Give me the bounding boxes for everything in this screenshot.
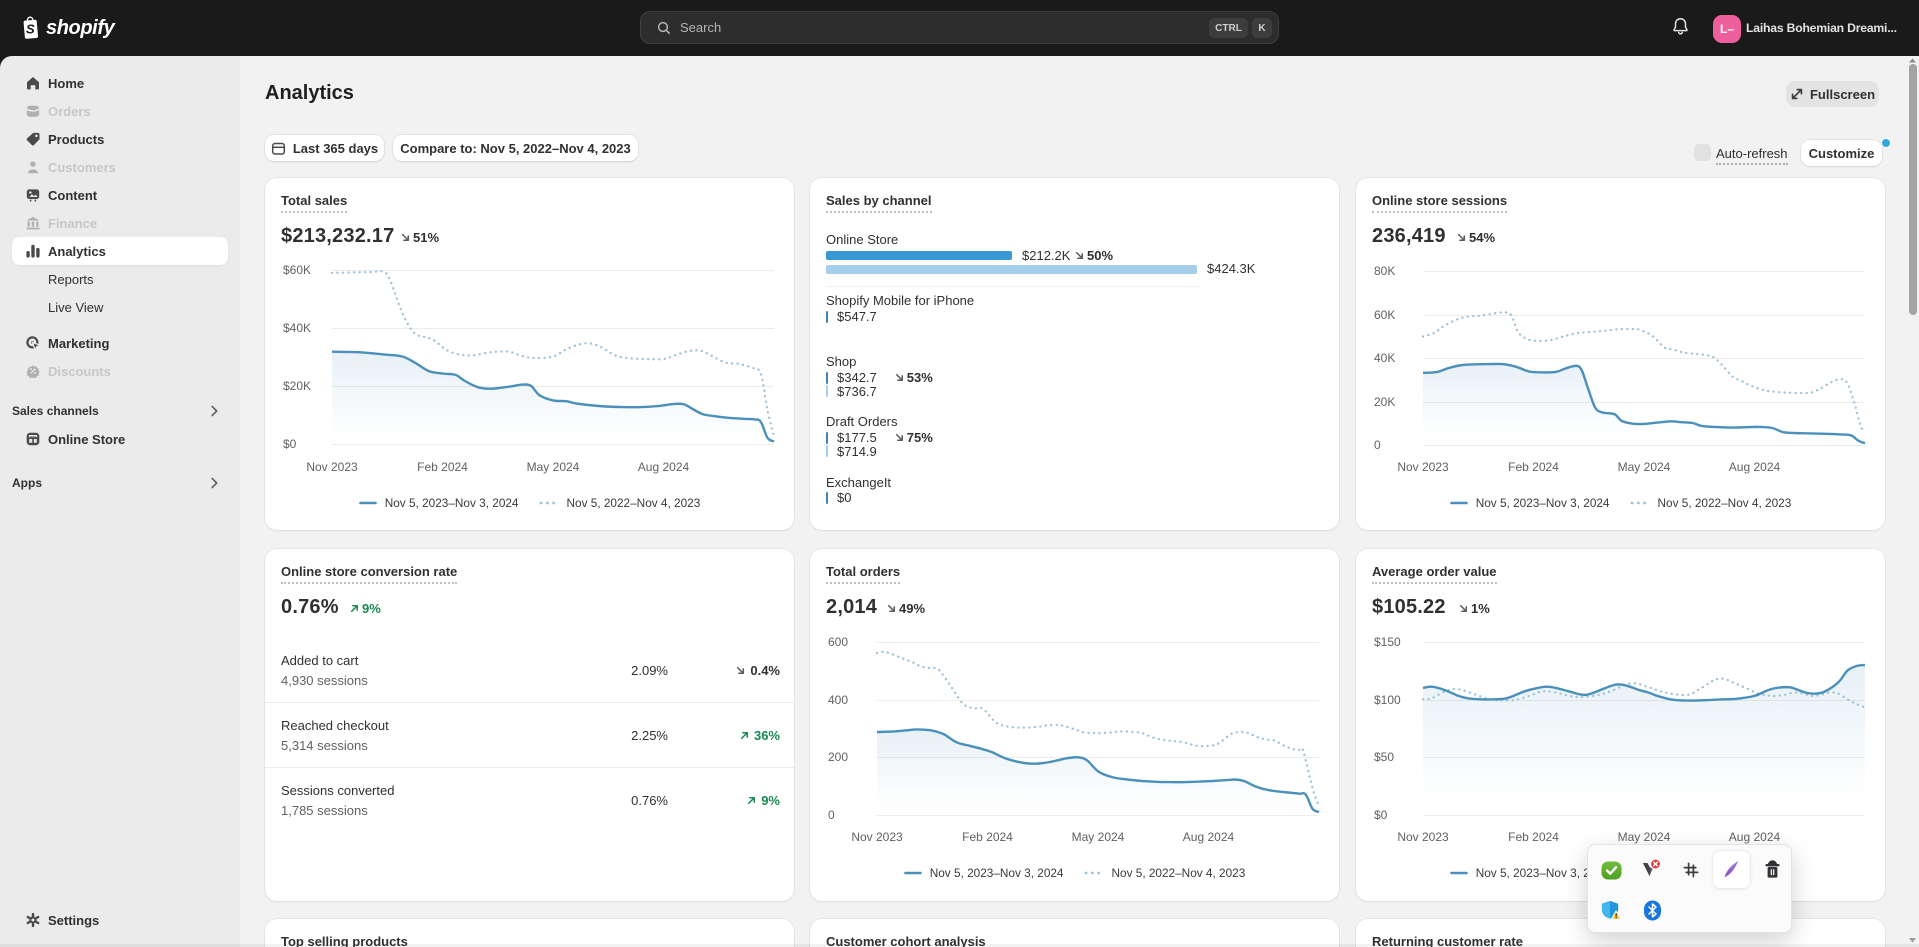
svg-text:S: S (26, 22, 35, 37)
